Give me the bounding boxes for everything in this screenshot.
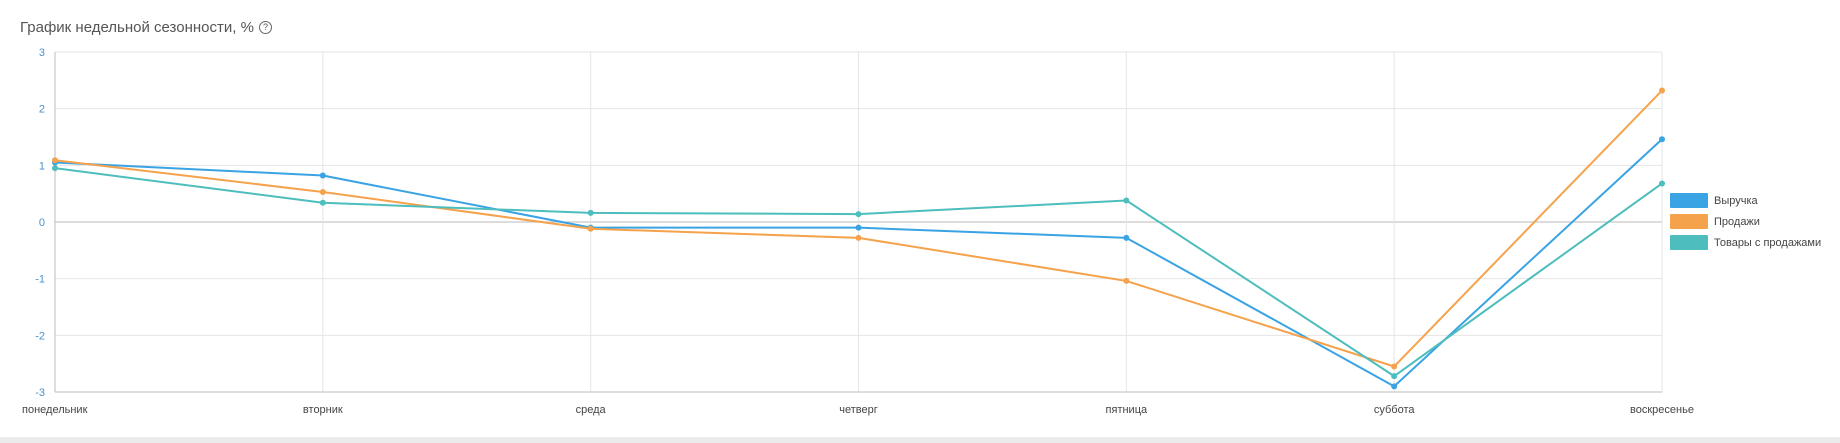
chart-title-text: График недельной сезонности, % bbox=[20, 19, 254, 36]
y-tick-label: -3 bbox=[35, 387, 45, 399]
data-point-goods[interactable] bbox=[1391, 373, 1398, 380]
data-point-revenue[interactable] bbox=[1659, 136, 1665, 143]
data-point-sales[interactable] bbox=[587, 225, 594, 232]
x-tick-label: воскресенье bbox=[1630, 404, 1694, 416]
data-point-sales[interactable] bbox=[1659, 87, 1665, 94]
y-tick-label: 0 bbox=[39, 217, 45, 229]
data-point-goods[interactable] bbox=[319, 199, 326, 206]
legend-swatch bbox=[1670, 214, 1708, 229]
x-tick-label: четверг bbox=[839, 404, 878, 416]
legend-item-goods[interactable]: Товары с продажами bbox=[1670, 235, 1821, 250]
y-tick-label: 3 bbox=[39, 47, 45, 59]
legend-label: Выручка bbox=[1714, 194, 1758, 207]
y-tick-label: -1 bbox=[35, 274, 45, 286]
data-point-sales[interactable] bbox=[319, 188, 326, 195]
data-point-sales[interactable] bbox=[1123, 277, 1130, 284]
legend-label: Товары с продажами bbox=[1714, 236, 1822, 249]
y-tick-label: -2 bbox=[35, 330, 45, 342]
data-point-sales[interactable] bbox=[52, 157, 58, 164]
legend-item-sales[interactable]: Продажи bbox=[1670, 214, 1821, 229]
data-point-goods[interactable] bbox=[855, 211, 862, 218]
y-tick-label: 1 bbox=[39, 160, 45, 172]
data-point-revenue[interactable] bbox=[319, 172, 326, 179]
legend-item-revenue[interactable]: Выручка bbox=[1670, 193, 1821, 208]
bottom-divider bbox=[0, 437, 1840, 443]
data-point-sales[interactable] bbox=[1391, 363, 1398, 370]
x-tick-label: понедельник bbox=[22, 404, 88, 416]
chart-legend: Выручка Продажи Товары с продажами bbox=[1670, 193, 1821, 250]
chart-title: График недельной сезонности, % ? bbox=[20, 19, 272, 36]
data-point-goods[interactable] bbox=[1659, 180, 1665, 187]
data-point-revenue[interactable] bbox=[1391, 383, 1398, 390]
x-tick-label: суббота bbox=[1374, 404, 1416, 416]
legend-swatch bbox=[1670, 193, 1708, 208]
data-point-revenue[interactable] bbox=[1123, 234, 1130, 241]
x-tick-label: вторник bbox=[303, 404, 343, 416]
data-point-revenue[interactable] bbox=[855, 224, 862, 231]
data-point-goods[interactable] bbox=[1123, 197, 1130, 204]
question-circle-icon[interactable]: ? bbox=[258, 21, 272, 34]
legend-label: Продажи bbox=[1714, 215, 1760, 228]
y-tick-label: 2 bbox=[39, 104, 45, 116]
legend-swatch bbox=[1670, 235, 1708, 250]
data-point-sales[interactable] bbox=[855, 234, 862, 241]
data-point-goods[interactable] bbox=[587, 209, 594, 216]
x-tick-label: среда bbox=[576, 404, 607, 416]
data-point-goods[interactable] bbox=[52, 165, 58, 172]
x-tick-label: пятница bbox=[1106, 404, 1148, 416]
